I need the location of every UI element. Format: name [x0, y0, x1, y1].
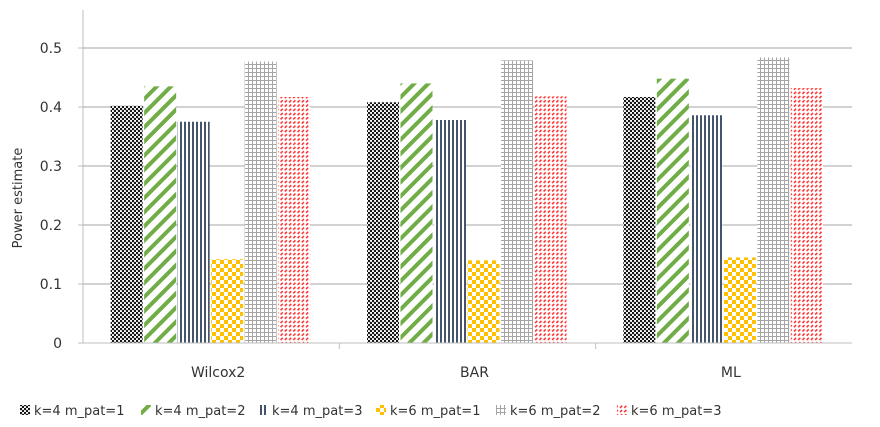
bar	[623, 96, 656, 343]
category-label: Wilcox2	[191, 365, 245, 381]
bar	[534, 96, 567, 343]
category-labels: Wilcox2 BAR ML	[191, 343, 741, 381]
category-label: BAR	[460, 365, 489, 381]
bar	[367, 102, 399, 343]
legend-swatch	[20, 405, 30, 415]
bar	[467, 260, 500, 343]
legend-label: k=6 m_pat=1	[390, 404, 480, 419]
y-tick-label: 0.3	[40, 159, 62, 175]
legend-label: k=4 m_pat=1	[34, 404, 124, 419]
bar	[244, 61, 277, 343]
legend-label: k=4 m_pat=3	[272, 404, 362, 419]
legend: k=4 m_pat=1 k=4 m_pat=2 k=4 m_pat=3 k=6 m_p…	[20, 404, 721, 419]
legend-swatch	[496, 405, 506, 415]
legend-swatch	[376, 405, 386, 415]
bar	[656, 78, 689, 344]
bars	[110, 57, 823, 344]
y-tick-label: 0.4	[40, 100, 62, 116]
legend-swatch	[258, 405, 268, 415]
y-axis-label: Power estimate	[11, 148, 26, 249]
legend-label: k=6 m_pat=2	[510, 404, 600, 419]
bar	[278, 96, 311, 343]
legend-swatch	[141, 405, 151, 415]
legend-label: k=4 m_pat=2	[155, 404, 245, 419]
y-axis-ticks: 0 0.1 0.2 0.3 0.4 0.5	[40, 41, 83, 352]
bar	[177, 121, 210, 343]
y-tick-label: 0.1	[40, 277, 62, 293]
category-label: ML	[721, 365, 741, 381]
bar	[757, 57, 790, 343]
bar	[501, 60, 533, 343]
bar	[400, 83, 433, 344]
bar	[110, 105, 143, 343]
bar	[690, 115, 723, 343]
bar	[790, 88, 823, 344]
bar	[723, 257, 756, 343]
legend-swatch	[617, 405, 627, 415]
bar	[211, 259, 244, 343]
bar	[144, 86, 177, 343]
y-tick-label: 0.2	[40, 218, 62, 234]
y-tick-label: 0.5	[40, 41, 62, 57]
y-tick-label: 0	[53, 336, 62, 352]
bar	[434, 119, 466, 343]
legend-label: k=6 m_pat=3	[631, 404, 721, 419]
